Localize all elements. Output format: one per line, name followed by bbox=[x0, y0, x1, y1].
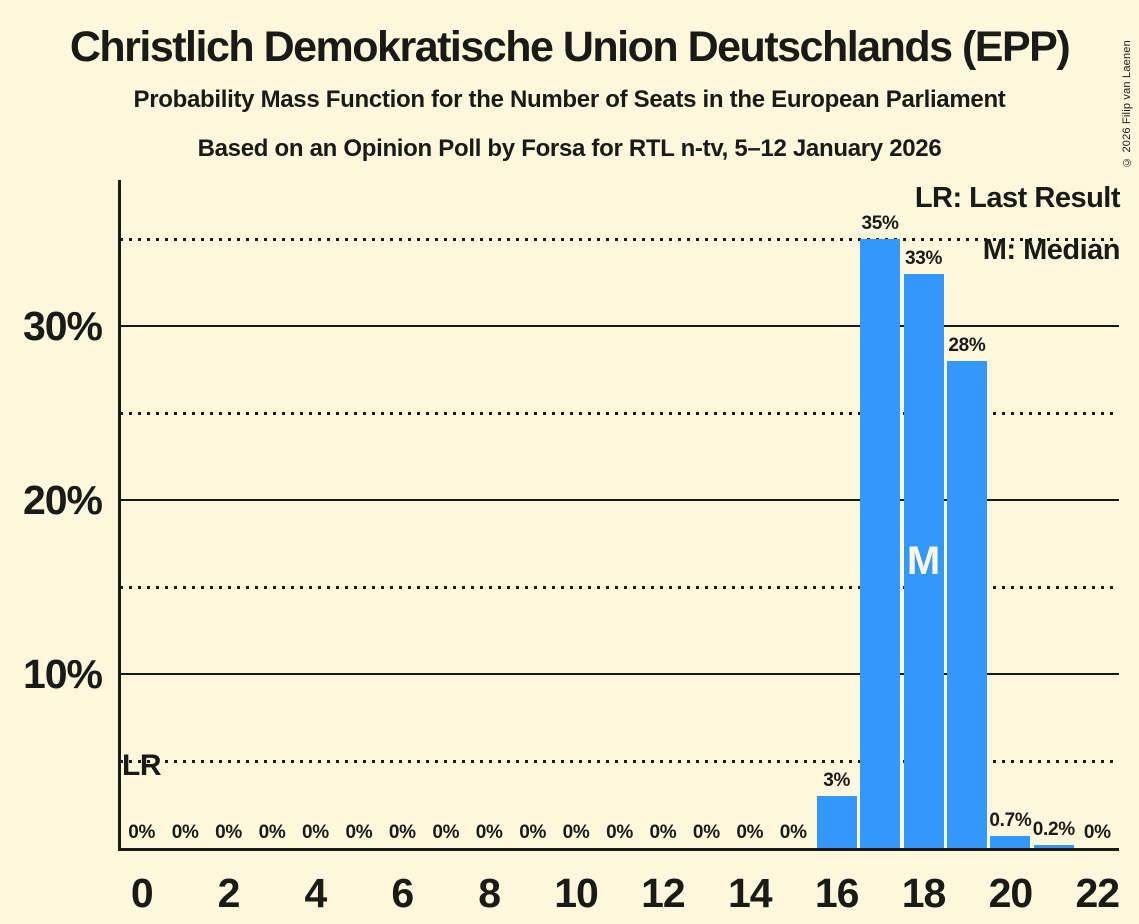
bar-label-seat-0: 0% bbox=[128, 822, 156, 843]
x-tick-label-2: 2 bbox=[217, 870, 241, 916]
bar-label-seat-14: 0% bbox=[736, 822, 764, 843]
bar-label-seat-13: 0% bbox=[692, 822, 720, 843]
gridline-minor-25 bbox=[120, 411, 1119, 415]
legend-last-result: LR: Last Result bbox=[914, 182, 1121, 214]
bar-label-seat-4: 0% bbox=[302, 822, 329, 843]
bar-label-seat-7: 0% bbox=[432, 822, 460, 843]
x-tick-label-8: 8 bbox=[478, 870, 501, 916]
last-result-marker-label: LR bbox=[122, 749, 162, 782]
y-tick-label-10: 10% bbox=[22, 651, 103, 698]
bar-label-seat-8: 0% bbox=[475, 822, 503, 843]
x-tick-label-10: 10 bbox=[554, 870, 599, 916]
bar-label-seat-20: 0.7% bbox=[989, 809, 1032, 831]
bar-label-seat-10: 0% bbox=[562, 822, 590, 843]
bar-label-seat-11: 0% bbox=[606, 822, 633, 843]
x-axis-line bbox=[118, 848, 1119, 851]
bar-label-seat-5: 0% bbox=[345, 822, 373, 843]
bar-label-seat-6: 0% bbox=[388, 822, 416, 843]
x-tick-label-20: 20 bbox=[988, 870, 1034, 916]
bar-label-seat-18: 33% bbox=[904, 247, 943, 269]
chart-poll-source: Based on an Opinion Poll by Forsa for RT… bbox=[197, 135, 942, 162]
y-tick-label-30: 30% bbox=[22, 303, 103, 350]
bar-seat-20 bbox=[990, 835, 1031, 848]
gridline-major-30 bbox=[120, 325, 1119, 328]
gridline-minor-15 bbox=[120, 585, 1119, 589]
bar-seat-18 bbox=[903, 273, 944, 848]
bar-label-seat-12: 0% bbox=[649, 822, 677, 843]
y-axis-line bbox=[118, 180, 121, 851]
x-tick-label-14: 14 bbox=[727, 870, 773, 916]
bar-label-seat-16: 3% bbox=[823, 769, 851, 791]
plot-area: LR 10% 20% 30% 0% 0 0% 0% 2 0% 0% 4 0% 0% 6 0% 0% 8 0% 0% 1… bbox=[23, 180, 1120, 916]
chart-subtitle: Probability Mass Function for the Number… bbox=[133, 86, 1006, 113]
bar-seat-19 bbox=[946, 360, 987, 848]
y-tick-label-20: 20% bbox=[22, 477, 103, 524]
x-tick-label-4: 4 bbox=[304, 870, 328, 916]
x-tick-label-22: 22 bbox=[1075, 870, 1120, 916]
gridline-major-10 bbox=[120, 673, 1119, 676]
bar-label-seat-19: 28% bbox=[948, 334, 986, 356]
x-tick-label-0: 0 bbox=[130, 870, 154, 916]
x-tick-label-16: 16 bbox=[814, 870, 860, 916]
copyright-notice: © 2026 Filip van Laenen bbox=[1121, 40, 1133, 168]
bar-label-seat-1: 0% bbox=[171, 822, 199, 843]
bar-seat-16 bbox=[816, 795, 857, 848]
legend-median: M: Median bbox=[982, 234, 1121, 266]
bar-label-seat-15: 0% bbox=[779, 822, 807, 843]
gridline-minor-5 bbox=[120, 759, 1119, 763]
x-tick-label-18: 18 bbox=[901, 870, 947, 916]
bar-label-seat-3: 0% bbox=[258, 822, 286, 843]
bar-label-seat-17: 35% bbox=[861, 213, 899, 235]
bar-label-seat-9: 0% bbox=[519, 822, 547, 843]
bar-label-seat-21: 0.2% bbox=[1032, 818, 1075, 840]
gridline-minor-35 bbox=[120, 237, 1119, 241]
bar-seat-21 bbox=[1033, 844, 1074, 848]
gridline-major-20 bbox=[120, 499, 1119, 502]
x-tick-label-6: 6 bbox=[391, 870, 414, 916]
bar-label-seat-22: 0% bbox=[1083, 822, 1111, 843]
chart-title: Christlich Demokratische Union Deutschla… bbox=[69, 23, 1071, 71]
bar-label-seat-2: 0% bbox=[215, 822, 243, 843]
x-tick-label-12: 12 bbox=[641, 870, 686, 916]
median-marker-label: M bbox=[906, 538, 941, 583]
bar-seat-17 bbox=[860, 239, 901, 848]
